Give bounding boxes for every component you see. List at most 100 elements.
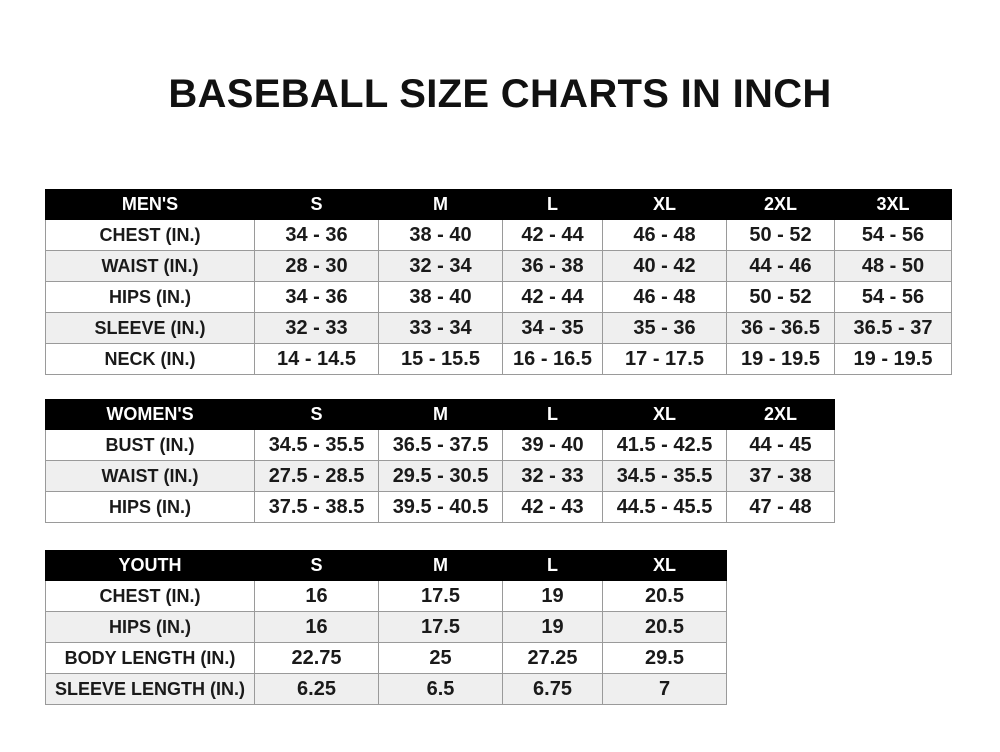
measurement-cell: 16 — [254, 611, 379, 643]
table-row: WAIST (IN.) 27.5 - 28.5 29.5 - 30.5 32 - 33… — [45, 460, 835, 492]
youth-size-table: YOUTH S M L XL CHEST (IN.) 16 17.5 19 20.5 HIPS (I… — [45, 550, 727, 705]
measurement-label: HIPS (IN.) — [45, 281, 255, 313]
measurement-label: WAIST (IN.) — [45, 460, 255, 492]
page-title: BASEBALL SIZE CHARTS IN INCH — [168, 72, 832, 116]
measurement-cell: 34 - 36 — [254, 219, 379, 251]
measurement-label: HIPS (IN.) — [45, 491, 255, 523]
measurement-cell: 34.5 - 35.5 — [602, 460, 727, 492]
table-row: NECK (IN.) 14 - 14.5 15 - 15.5 16 - 16.5 17 … — [45, 343, 952, 375]
measurement-cell: 44.5 - 45.5 — [602, 491, 727, 523]
measurement-cell: 34 - 35 — [502, 312, 603, 344]
measurement-cell: 20.5 — [602, 580, 727, 612]
table-row: HIPS (IN.) 16 17.5 19 20.5 — [45, 611, 727, 643]
category-header: MEN'S — [45, 189, 255, 220]
measurement-cell: 42 - 43 — [502, 491, 603, 523]
table-row: WAIST (IN.) 28 - 30 32 - 34 36 - 38 40 - 42 4… — [45, 250, 952, 282]
measurement-cell: 37 - 38 — [726, 460, 835, 492]
measurement-cell: 33 - 34 — [378, 312, 503, 344]
measurement-cell: 25 — [378, 642, 503, 674]
measurement-cell: 29.5 - 30.5 — [378, 460, 503, 492]
measurement-cell: 17 - 17.5 — [602, 343, 727, 375]
measurement-cell: 14 - 14.5 — [254, 343, 379, 375]
size-header: L — [502, 550, 603, 581]
table-row: CHEST (IN.) 16 17.5 19 20.5 — [45, 580, 727, 612]
header-row: YOUTH S M L XL — [45, 550, 727, 581]
measurement-cell: 54 - 56 — [834, 219, 952, 251]
measurement-cell: 20.5 — [602, 611, 727, 643]
measurement-cell: 7 — [602, 673, 727, 705]
measurement-cell: 34 - 36 — [254, 281, 379, 313]
measurement-cell: 48 - 50 — [834, 250, 952, 282]
measurement-cell: 17.5 — [378, 580, 503, 612]
measurement-cell: 50 - 52 — [726, 281, 835, 313]
measurement-cell: 32 - 34 — [378, 250, 503, 282]
size-header: XL — [602, 189, 727, 220]
measurement-cell: 32 - 33 — [254, 312, 379, 344]
size-header: XL — [602, 550, 727, 581]
measurement-cell: 17.5 — [378, 611, 503, 643]
womens-size-table: WOMEN'S S M L XL 2XL BUST (IN.) 34.5 - 35.5 36.5… — [45, 399, 835, 523]
measurement-cell: 32 - 33 — [502, 460, 603, 492]
measurement-cell: 44 - 45 — [726, 429, 835, 461]
measurement-label: BUST (IN.) — [45, 429, 255, 461]
table-row: BUST (IN.) 34.5 - 35.5 36.5 - 37.5 39 - 40 4… — [45, 429, 835, 461]
measurement-cell: 42 - 44 — [502, 281, 603, 313]
measurement-cell: 15 - 15.5 — [378, 343, 503, 375]
size-header: M — [378, 189, 503, 220]
table-row: SLEEVE LENGTH (IN.) 6.25 6.5 6.75 7 — [45, 673, 727, 705]
size-header: 2XL — [726, 189, 835, 220]
measurement-cell: 42 - 44 — [502, 219, 603, 251]
measurement-cell: 37.5 - 38.5 — [254, 491, 379, 523]
size-header: L — [502, 399, 603, 430]
measurement-cell: 34.5 - 35.5 — [254, 429, 379, 461]
table-row: BODY LENGTH (IN.) 22.75 25 27.25 29.5 — [45, 642, 727, 674]
table-row: HIPS (IN.) 37.5 - 38.5 39.5 - 40.5 42 - 43 4… — [45, 491, 835, 523]
measurement-label: WAIST (IN.) — [45, 250, 255, 282]
measurement-cell: 38 - 40 — [378, 281, 503, 313]
measurement-cell: 41.5 - 42.5 — [602, 429, 727, 461]
measurement-cell: 6.5 — [378, 673, 503, 705]
measurement-label: SLEEVE LENGTH (IN.) — [45, 673, 255, 705]
size-header: M — [378, 550, 503, 581]
size-header: M — [378, 399, 503, 430]
category-header: YOUTH — [45, 550, 255, 581]
size-header: 3XL — [834, 189, 952, 220]
size-header: 2XL — [726, 399, 835, 430]
measurement-cell: 36.5 - 37.5 — [378, 429, 503, 461]
measurement-cell: 19 — [502, 611, 603, 643]
size-header: L — [502, 189, 603, 220]
measurement-cell: 19 - 19.5 — [834, 343, 952, 375]
measurement-cell: 16 — [254, 580, 379, 612]
header-row: MEN'S S M L XL 2XL 3XL — [45, 189, 952, 220]
measurement-cell: 40 - 42 — [602, 250, 727, 282]
measurement-cell: 16 - 16.5 — [502, 343, 603, 375]
measurement-cell: 38 - 40 — [378, 219, 503, 251]
mens-size-table: MEN'S S M L XL 2XL 3XL CHEST (IN.) 34 - 36 38 - 4… — [45, 189, 952, 375]
size-header: S — [254, 550, 379, 581]
measurement-cell: 39 - 40 — [502, 429, 603, 461]
table-row: HIPS (IN.) 34 - 36 38 - 40 42 - 44 46 - 48 50… — [45, 281, 952, 313]
measurement-label: CHEST (IN.) — [45, 580, 255, 612]
size-header: XL — [602, 399, 727, 430]
measurement-cell: 39.5 - 40.5 — [378, 491, 503, 523]
measurement-cell: 54 - 56 — [834, 281, 952, 313]
measurement-cell: 19 — [502, 580, 603, 612]
measurement-cell: 6.25 — [254, 673, 379, 705]
measurement-cell: 22.75 — [254, 642, 379, 674]
measurement-label: SLEEVE (IN.) — [45, 312, 255, 344]
table-row: CHEST (IN.) 34 - 36 38 - 40 42 - 44 46 - 48 5… — [45, 219, 952, 251]
measurement-cell: 6.75 — [502, 673, 603, 705]
measurement-cell: 50 - 52 — [726, 219, 835, 251]
measurement-cell: 36 - 38 — [502, 250, 603, 282]
size-header: S — [254, 189, 379, 220]
measurement-cell: 27.25 — [502, 642, 603, 674]
measurement-cell: 46 - 48 — [602, 281, 727, 313]
measurement-cell: 19 - 19.5 — [726, 343, 835, 375]
measurement-cell: 35 - 36 — [602, 312, 727, 344]
measurement-cell: 36.5 - 37 — [834, 312, 952, 344]
measurement-cell: 44 - 46 — [726, 250, 835, 282]
measurement-cell: 27.5 - 28.5 — [254, 460, 379, 492]
measurement-cell: 29.5 — [602, 642, 727, 674]
measurement-label: NECK (IN.) — [45, 343, 255, 375]
table-row: SLEEVE (IN.) 32 - 33 33 - 34 34 - 35 35 - 36… — [45, 312, 952, 344]
